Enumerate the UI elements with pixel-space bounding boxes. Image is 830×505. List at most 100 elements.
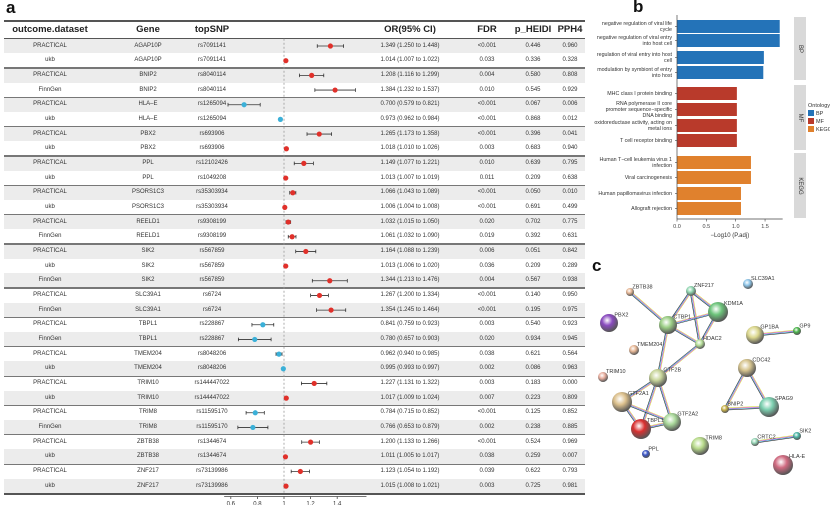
network-node-label: TMEM204 [637, 342, 662, 348]
pph4-cell: 0.950 [562, 292, 578, 299]
gene-cell: ZNF217 [137, 482, 159, 489]
or-ci-cell: 1.011 (1.005 to 1.017) [380, 453, 440, 460]
facet-strip-label: MF [797, 113, 803, 122]
network-node[interactable] [629, 345, 639, 355]
p-heidi-cell: 0.622 [525, 468, 541, 475]
network-node[interactable] [691, 437, 709, 455]
topsnp-cell: rs7091141 [198, 42, 226, 49]
or-point [283, 263, 289, 269]
or-point [282, 454, 289, 460]
outcome-dataset-cell: PRACTICAL [33, 380, 67, 387]
forest-row-mark [316, 307, 347, 313]
network-node[interactable] [600, 314, 618, 332]
network-node[interactable] [708, 302, 728, 322]
or-ci-cell: 0.995 (0.993 to 0.997) [380, 365, 440, 372]
row-shading [4, 97, 585, 113]
fdr-cell: 0.003 [479, 145, 495, 152]
network-node[interactable] [659, 316, 677, 334]
topsnp-cell: rs6724 [202, 306, 222, 313]
network-node[interactable] [642, 450, 650, 458]
outcome-dataset-cell: FinnGen [38, 306, 62, 313]
topsnp-cell: rs693906 [199, 145, 225, 152]
or-ci-cell: 1.013 (1.007 to 1.019) [380, 174, 440, 181]
forest-row-mark [283, 146, 289, 152]
network-node[interactable] [626, 288, 634, 296]
bar-label: MHC class I protein binding [607, 90, 672, 97]
outcome-dataset-cell: ukb [45, 57, 55, 64]
fdr-cell: <0.001 [477, 116, 497, 123]
network-node[interactable] [721, 405, 729, 413]
network-node-label: GP9 [799, 324, 810, 330]
network-node[interactable] [793, 327, 801, 335]
network-node[interactable] [695, 339, 705, 349]
outcome-dataset-cell: FinnGen [38, 336, 62, 343]
gene-cell: TBPL1 [138, 321, 158, 328]
group-separator [4, 375, 585, 377]
network-node-label: GP1BA [760, 325, 779, 331]
p-heidi-cell: 0.067 [525, 101, 541, 108]
network-node[interactable] [686, 286, 696, 296]
pph4-cell: 0.010 [562, 189, 578, 196]
outcome-dataset-cell: ukb [45, 482, 55, 489]
topsnp-cell: rs73139986 [196, 468, 228, 475]
fdr-cell: 0.038 [479, 453, 495, 460]
gene-cell: SIK2 [141, 277, 155, 284]
network-node-label: GTF2A1 [628, 391, 649, 397]
forest-row-mark [280, 366, 286, 372]
fdr-cell: 0.020 [479, 336, 495, 343]
topsnp-cell: rs8048206 [197, 350, 227, 357]
or-ci-cell: 1.018 (1.010 to 1.026) [380, 145, 440, 152]
network-node[interactable] [773, 455, 793, 475]
forest-row-mark [283, 483, 289, 489]
bar-label: negative regulation of viral entry into … [596, 34, 672, 47]
network-node[interactable] [631, 419, 651, 439]
or-ci-cell: 1.164 (1.088 to 1.239) [380, 248, 440, 255]
p-heidi-cell: 0.209 [525, 174, 541, 181]
facet-strip: BP [794, 17, 806, 80]
p-heidi-cell: 0.524 [525, 438, 541, 445]
or-ci-cell: 1.013 (1.006 to 1.020) [380, 262, 440, 269]
topsnp-cell: rs228867 [199, 336, 225, 343]
network-node[interactable] [746, 326, 764, 344]
network-node[interactable] [793, 432, 801, 440]
p-heidi-cell: 0.396 [525, 130, 541, 137]
or-point [252, 336, 258, 343]
or-ci-cell: 1.354 (1.245 to 1.464) [380, 306, 440, 313]
fdr-cell: 0.038 [479, 350, 495, 357]
pph4-cell: 0.564 [562, 350, 578, 357]
network-node[interactable] [743, 279, 753, 289]
bar [677, 66, 764, 79]
column-header: p_HEIDI [514, 24, 552, 35]
gene-cell: SLC39A1 [135, 306, 161, 313]
network-node[interactable] [612, 392, 632, 412]
bar-label: RNA polymerase II core promoter sequence… [605, 100, 672, 119]
network-edge [657, 342, 701, 380]
network-node[interactable] [751, 438, 759, 446]
bar [677, 134, 737, 147]
or-point [332, 87, 338, 93]
network-node[interactable] [649, 369, 667, 387]
fdr-cell: <0.001 [477, 101, 497, 108]
column-header: PPH4 [557, 24, 583, 35]
or-ci-cell: 0.780 (0.657 to 0.903) [380, 336, 440, 343]
gene-cell: REELD1 [136, 218, 160, 225]
group-separator [4, 434, 585, 436]
network-node[interactable] [663, 413, 681, 431]
p-heidi-cell: 0.195 [525, 306, 541, 313]
pph4-cell: 0.963 [562, 365, 578, 372]
forest-row-mark [289, 190, 297, 196]
network-node[interactable] [738, 359, 756, 377]
x-tick-label: 1.5 [761, 224, 769, 230]
pph4-cell: 0.795 [562, 160, 578, 167]
pph4-cell: 0.940 [562, 145, 578, 152]
topsnp-cell: rs9308199 [197, 218, 227, 225]
network-node[interactable] [598, 372, 608, 382]
legend-label: MF [816, 119, 825, 125]
forest-row-mark [283, 263, 289, 269]
table-top-rule [4, 20, 585, 22]
topsnp-cell: rs1265094 [197, 116, 227, 123]
network-node[interactable] [759, 397, 779, 417]
or-ci-cell: 1.344 (1.213 to 1.476) [380, 277, 440, 284]
